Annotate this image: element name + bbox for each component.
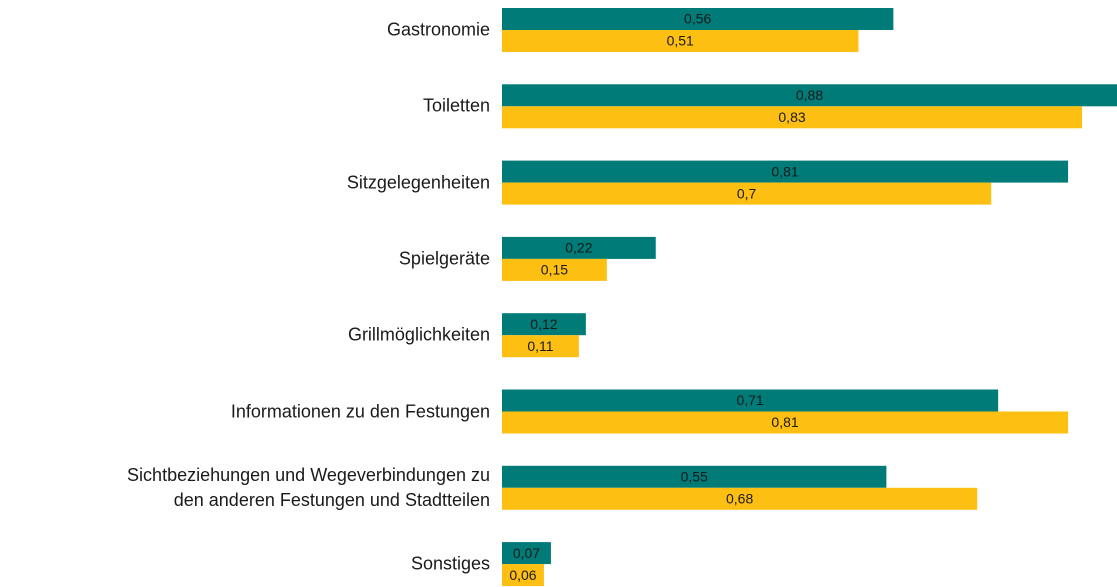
value-label: 0,81: [771, 163, 798, 179]
category-label: Toiletten: [422, 95, 490, 116]
bar: [502, 30, 859, 52]
bar: [502, 335, 579, 358]
value-label: 0,51: [667, 33, 694, 49]
bar: [502, 236, 656, 259]
bar: [502, 411, 1069, 434]
value-label: 0,7: [737, 185, 757, 201]
value-label: 0,07: [513, 545, 540, 561]
value-label: 0,71: [736, 392, 763, 408]
category-label: Gastronomie: [386, 19, 490, 40]
bar: [502, 84, 1117, 107]
bar: [502, 160, 1069, 183]
bar: [502, 106, 1083, 129]
value-label: 0,68: [726, 491, 753, 507]
bar: [502, 8, 894, 30]
value-label: 0,22: [565, 240, 592, 256]
bar: [502, 258, 607, 281]
bar: [502, 182, 992, 205]
value-label: 0,12: [530, 316, 557, 332]
category-label: Sonstiges: [410, 553, 490, 574]
category-label: Sitzgelegenheiten: [346, 172, 490, 193]
category-label: Grillmöglichkeiten: [347, 324, 490, 345]
bar: [502, 465, 887, 488]
value-label: 0,15: [541, 262, 568, 278]
category-label: Informationen zu den Festungen: [230, 401, 490, 421]
bar: [502, 389, 999, 412]
value-label: 0,81: [771, 414, 798, 430]
value-label: 0,56: [684, 11, 711, 27]
value-label: 0,88: [796, 87, 823, 103]
value-label: 0,11: [527, 338, 553, 354]
bar: [502, 542, 551, 565]
value-label: 0,55: [681, 469, 708, 485]
value-label: 0,83: [778, 109, 805, 125]
bar: [502, 313, 586, 336]
value-label: 0,06: [509, 567, 536, 583]
category-label: Sichtbeziehungen und Wegeverbindungen zu…: [127, 464, 490, 510]
bar: [502, 487, 978, 510]
bar: [502, 564, 544, 587]
category-label: Spielgeräte: [398, 248, 490, 269]
